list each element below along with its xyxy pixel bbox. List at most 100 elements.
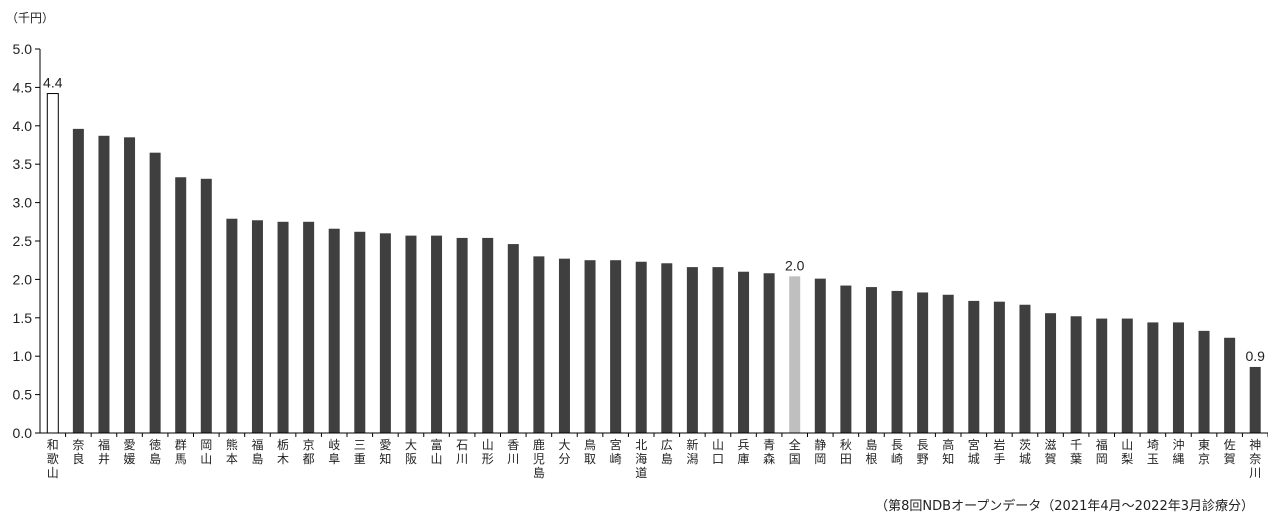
y-tick-label: 4.0 [13,118,33,134]
bar [175,177,187,433]
x-tick-label: 香川 [507,438,519,466]
bar [712,267,724,433]
bar [354,231,366,433]
bar [814,278,826,433]
x-tick-label: 京都 [303,438,315,466]
x-axis: 和歌山 奈良福井愛媛徳島群馬岡山熊本福島栃木京都岐阜三重愛知大阪富山石川山形香川鹿… [40,432,1268,480]
x-tick-label: 長崎 [891,438,903,466]
x-tick-label: 沖縄 [1172,438,1184,466]
data-label: 0.9 [1245,348,1265,364]
x-tick-label: 島根 [865,437,877,466]
y-tick-label: 0.0 [13,425,33,441]
x-tick-label: 岐阜 [328,438,340,466]
x-tick-label: 広島 [661,438,673,466]
bar [1224,337,1236,433]
bar-highest [46,93,59,434]
x-tick-label: 福井 [98,437,110,466]
x-tick-label: 秋田 [840,438,852,466]
bars-group [46,93,1261,434]
bar [277,221,289,433]
x-tick-label: 神奈川 [1249,438,1261,480]
y-axis-unit-label: （千円） [6,11,54,25]
bar [533,256,545,433]
x-tick-label: 大分 [558,438,570,466]
bar [405,235,417,433]
y-tick-label: 0.5 [13,387,33,403]
x-tick-label: 栃木 [277,438,289,466]
x-tick-label: 兵庫 [738,438,750,466]
bar [584,260,596,433]
y-tick-label: 3.0 [13,195,33,211]
x-tick-label: 群馬 [175,438,187,466]
bar [482,237,494,433]
x-tick-label: 石川 [456,438,468,466]
bar [993,301,1005,433]
bar [1172,322,1184,433]
bar [1045,313,1057,433]
bar [200,178,212,433]
x-tick-label: 奈良 [72,438,84,466]
bar [1147,322,1159,433]
x-tick-label: 全国 [789,437,801,466]
x-tick-label: 愛知 [379,438,391,466]
bar [226,218,238,433]
bar [379,233,391,433]
x-tick-label: 三重 [354,438,366,466]
y-tick-label: 1.5 [13,310,33,326]
y-tick-label: 2.0 [13,271,33,287]
bar-national [789,276,801,433]
bar [456,237,468,433]
bar [72,128,84,433]
bar [942,294,954,433]
x-tick-label: 青森 [763,438,775,466]
y-tick-label: 5.0 [13,41,33,57]
data-labels-group: 4.4 2.0 0.9 [43,75,1265,364]
x-tick-label: 埼玉 [1147,438,1159,466]
x-tick-label: 山形 [482,438,494,466]
bar [98,135,110,433]
bar [1070,316,1082,433]
bar [763,273,775,433]
source-note: （第8回NDBオープンデータ（2021年4月～2022年3月診療分） [875,498,1254,514]
x-tick-label: 愛媛 [124,438,136,466]
bar [507,244,519,433]
x-tick-label: 大阪 [405,438,417,466]
x-tick-label: 宮崎 [610,437,622,466]
x-tick-label: 北海道 [635,438,647,480]
x-tick-label: 滋賀 [1045,438,1057,466]
y-tick-label: 4.5 [13,79,33,95]
x-tick-label: 千葉 [1070,438,1082,466]
x-tick-label: 福岡 [1096,437,1108,466]
bar [1249,366,1261,433]
y-tick-label: 1.0 [13,348,33,364]
x-tick-label: 宮城 [968,437,980,466]
y-tick-label: 3.5 [13,156,33,172]
x-tick-label: 岩手 [993,437,1005,466]
bar [840,285,852,433]
bar [149,152,161,433]
bar [558,258,570,433]
y-axis: 0.0 0.5 1.0 1.5 2.0 2.5 3.0 3.5 4.0 4.5 5.0 [13,41,41,441]
bar [328,228,340,433]
bar [686,267,698,433]
bar [1121,318,1133,433]
x-tick-label: 岡山 [200,438,212,466]
x-tick-label: 佐賀 [1224,438,1236,466]
bar [891,290,903,433]
x-tick-label: 鹿児島 [533,437,545,480]
bar [635,261,647,433]
y-tick-label: 2.5 [13,233,33,249]
data-label: 2.0 [785,257,805,273]
bar [124,137,136,433]
bar [968,300,980,433]
bar [917,292,929,433]
x-tick-label: 新潟 [686,437,698,466]
x-tick-label: 静岡 [814,438,826,466]
bar [251,220,263,433]
x-tick-label: 和歌山 [47,438,59,480]
bar [661,263,673,433]
data-label: 4.4 [43,75,63,91]
x-tick-label: 東京 [1198,438,1210,466]
bar [303,221,315,433]
